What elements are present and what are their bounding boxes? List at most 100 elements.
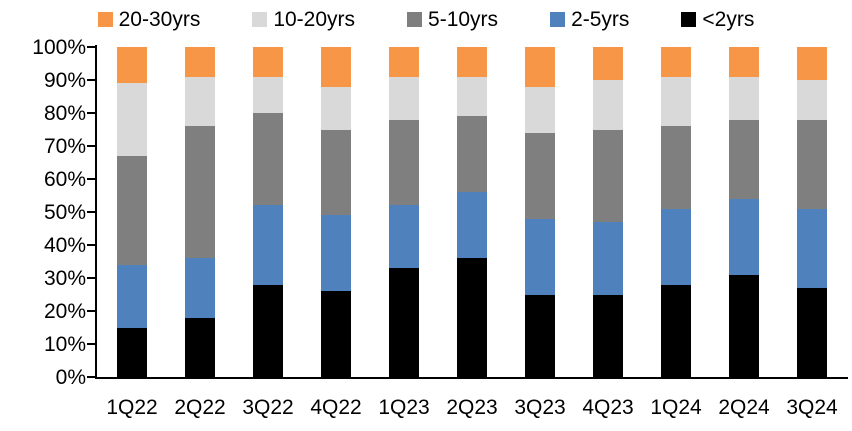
bar-segment-510yrs	[321, 129, 351, 216]
y-axis-tick-label: 80%	[43, 102, 86, 125]
bar-column-3q22	[234, 47, 302, 377]
legend-item: 2-5yrs	[550, 9, 629, 30]
legend-label: <2yrs	[702, 7, 755, 31]
x-axis-category-label: 1Q24	[650, 396, 702, 419]
bar-segment-25yrs	[457, 192, 487, 259]
legend-swatch-icon	[252, 11, 268, 27]
y-axis-tick	[87, 376, 96, 378]
stacked-bar	[321, 47, 351, 377]
bar-segment-2yrs	[117, 327, 147, 377]
y-axis-line	[95, 45, 97, 379]
stacked-bar	[389, 47, 419, 377]
y-axis-tick-label: 90%	[43, 69, 86, 92]
bar-segment-25yrs	[117, 264, 147, 328]
bar-segment-1020yrs	[729, 76, 759, 120]
legend-item: 5-10yrs	[407, 9, 498, 30]
bar-segment-2030yrs	[593, 47, 623, 81]
bar-column-2q23	[438, 47, 506, 377]
legend-label: 2-5yrs	[571, 7, 630, 31]
x-axis-category-label: 1Q22	[106, 396, 158, 419]
legend-item: <2yrs	[681, 9, 754, 30]
bar-segment-510yrs	[185, 126, 215, 259]
y-axis-tick-label: 40%	[43, 234, 86, 257]
bar-segment-2yrs	[593, 294, 623, 377]
bar-segment-2yrs	[729, 274, 759, 377]
bar-column-1q22	[98, 47, 166, 377]
y-axis-tick-label: 10%	[43, 333, 86, 356]
y-axis-tick-label: 50%	[43, 201, 86, 224]
bar-column-3q23	[506, 47, 574, 377]
bar-segment-2yrs	[797, 287, 827, 377]
bar-segment-2030yrs	[457, 47, 487, 77]
bar-segment-1020yrs	[389, 76, 419, 120]
bar-segment-1020yrs	[185, 76, 215, 127]
x-axis-category-label: 4Q23	[582, 396, 634, 419]
bar-segment-2yrs	[185, 317, 215, 377]
bar-segment-510yrs	[525, 132, 555, 219]
bar-segment-25yrs	[321, 215, 351, 292]
bar-segment-1020yrs	[661, 76, 691, 127]
y-axis-tick-label: 100%	[32, 36, 86, 59]
bar-segment-1020yrs	[525, 86, 555, 133]
bar-column-4q23	[574, 47, 642, 377]
bar-segment-2yrs	[389, 268, 419, 377]
bar-segment-2yrs	[253, 284, 283, 377]
bar-segment-2yrs	[661, 284, 691, 377]
x-axis-labels: 1Q22 2Q22 3Q22 4Q22 1Q23 2Q23 3Q23 4Q23 1Q24 2Q24…	[98, 396, 846, 420]
bar-segment-1020yrs	[321, 86, 351, 130]
bar-segment-510yrs	[661, 126, 691, 209]
stacked-bar	[797, 47, 827, 377]
bar-segment-1020yrs	[117, 83, 147, 156]
x-axis-category-label: 3Q24	[786, 396, 838, 419]
y-axis-tick	[87, 178, 96, 180]
bar-segment-1020yrs	[593, 80, 623, 130]
bar-segment-25yrs	[185, 258, 215, 318]
bar-segment-25yrs	[253, 205, 283, 285]
x-axis-category-label: 2Q24	[718, 396, 770, 419]
stacked-bar	[525, 47, 555, 377]
legend-label: 5-10yrs	[428, 7, 499, 31]
bar-column-3q24	[778, 47, 846, 377]
legend-item: 10-20yrs	[252, 9, 355, 30]
bar-segment-1020yrs	[253, 76, 283, 114]
bar-column-4q22	[302, 47, 370, 377]
bar-segment-510yrs	[457, 116, 487, 193]
stacked-bar	[457, 47, 487, 377]
bar-segment-2030yrs	[661, 47, 691, 77]
legend-item: 20-30yrs	[97, 7, 201, 31]
bar-column-2q22	[166, 47, 234, 377]
bar-segment-510yrs	[797, 119, 827, 209]
x-axis-category-label: 2Q22	[174, 396, 226, 419]
y-axis-tick	[87, 343, 96, 345]
x-axis-line	[95, 377, 848, 379]
stacked-bar	[729, 47, 759, 377]
y-axis-tick	[87, 145, 96, 147]
legend-label: 20-30yrs	[118, 7, 201, 31]
bar-segment-25yrs	[593, 221, 623, 295]
bar-segment-2030yrs	[117, 47, 147, 84]
y-axis-tick	[87, 211, 96, 213]
y-axis-tick-label: 20%	[43, 300, 86, 323]
x-axis-category-label: 4Q22	[310, 396, 362, 419]
y-axis-tick-label: 0%	[55, 366, 86, 389]
bar-segment-2030yrs	[389, 47, 419, 77]
bar-column-2q24	[710, 47, 778, 377]
stacked-bar	[661, 47, 691, 377]
y-axis-tick	[87, 244, 96, 246]
plot-area	[98, 47, 846, 377]
bar-segment-25yrs	[661, 208, 691, 285]
bar-segment-510yrs	[389, 119, 419, 206]
bar-segment-510yrs	[253, 113, 283, 206]
y-axis-tick	[87, 112, 96, 114]
y-axis-tick	[87, 310, 96, 312]
x-axis-category-label: 3Q22	[242, 396, 294, 419]
bar-segment-2030yrs	[525, 47, 555, 87]
legend-swatch-icon	[407, 11, 423, 27]
bar-segment-2030yrs	[321, 47, 351, 87]
x-axis-category-label: 3Q23	[514, 396, 566, 419]
stacked-bar	[593, 47, 623, 377]
bar-segment-25yrs	[525, 218, 555, 295]
y-axis-tick-label: 60%	[43, 168, 86, 191]
bar-segment-1020yrs	[457, 76, 487, 117]
